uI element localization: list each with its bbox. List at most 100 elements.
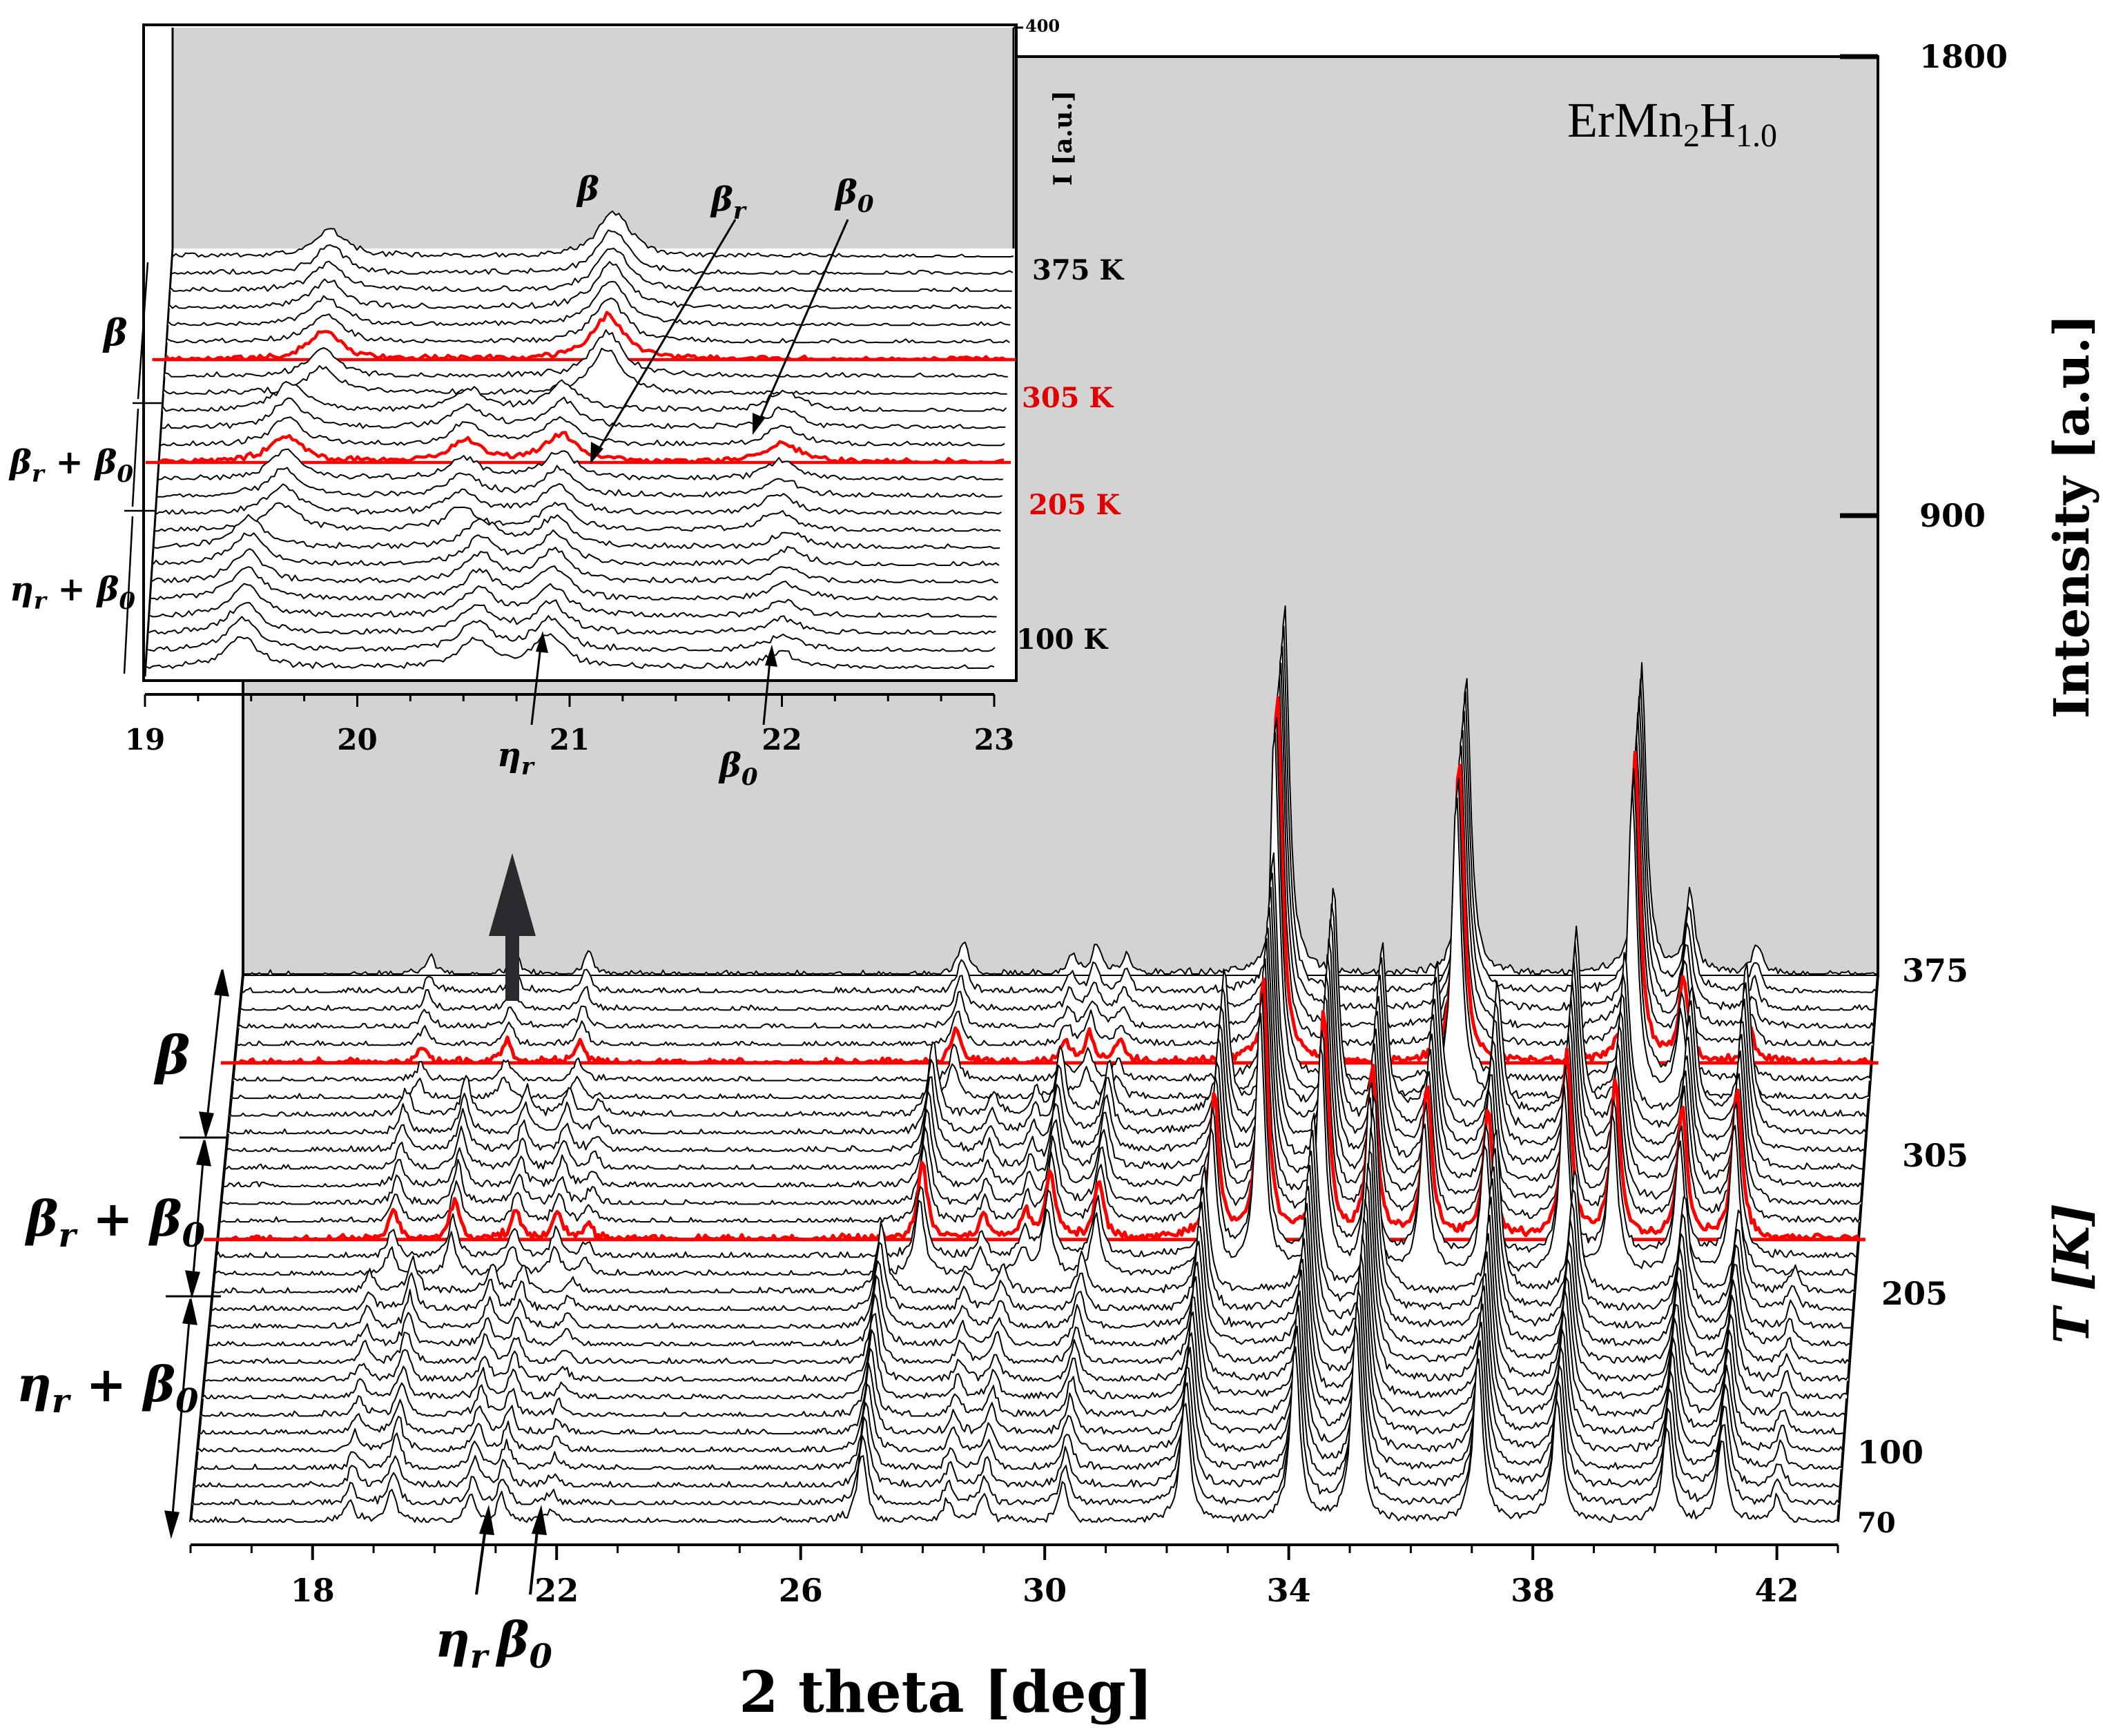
pattern-line <box>170 247 1012 292</box>
formula-sub-2: 1.0 <box>1736 117 1777 154</box>
x-tick-label: 18 <box>291 1572 335 1609</box>
pattern-fill <box>164 348 1007 394</box>
pattern-fill <box>169 262 1011 309</box>
pattern-line <box>147 615 996 652</box>
pattern-line <box>233 717 1871 1082</box>
pattern-line <box>163 347 1007 395</box>
inset-annotations <box>530 219 849 725</box>
inset-x-tick-label: 23 <box>974 723 1014 757</box>
pattern-line <box>229 852 1868 1117</box>
inset-ann-arrow-eta-r <box>530 640 543 725</box>
pattern-line <box>148 599 996 635</box>
phase-regions-main <box>164 969 229 1539</box>
phase-arrowhead-beta-r-bottom <box>185 1270 200 1299</box>
pattern-line <box>157 465 1002 498</box>
inset-x-tick-label: 20 <box>337 723 377 757</box>
marker-label-eta-r: ηr <box>435 1611 490 1676</box>
pattern-fill <box>146 634 994 668</box>
main-left-edge <box>189 974 244 1523</box>
phase-arrowhead-beta-bottom <box>199 1111 214 1140</box>
intensity-tick-label-900: 900 <box>1919 497 1986 534</box>
pattern-line <box>162 379 1007 412</box>
phase-label-eta-r-beta-0: ηr + β0 <box>17 1356 199 1421</box>
inset-plot: 19 20 21 22 23 400 I [a.u.] 375 K 305 K 205 … <box>8 16 1124 791</box>
phase-label-beta-r-beta-0: βr + β0 <box>24 1190 205 1255</box>
inset-x-ticks: 19 20 21 22 23 <box>125 694 1014 757</box>
inset-phase-arrows <box>123 262 163 674</box>
inset-phase-beta: β <box>102 312 128 354</box>
inset-phase-beta-r-beta-0: βr + β0 <box>8 443 133 488</box>
pattern-line <box>166 298 1010 344</box>
t-label-375: 375 <box>1902 952 1968 989</box>
pattern-fill <box>157 465 1002 497</box>
pattern-line <box>151 547 998 583</box>
pattern-line <box>212 1095 1855 1294</box>
main-right-edge <box>1837 974 1879 1523</box>
pattern-fill <box>153 530 999 565</box>
pattern-line <box>146 633 995 669</box>
pattern-line <box>158 448 1003 480</box>
pattern-fill <box>166 312 1009 360</box>
pattern-line <box>168 281 1011 326</box>
x-tick-label: 22 <box>534 1572 579 1609</box>
phase-arrow-beta <box>204 979 224 1133</box>
pattern-fill <box>149 583 997 617</box>
inset-ann-head-beta-0-bottom <box>765 645 777 667</box>
t-axis-title: T [K] <box>2043 1203 2100 1344</box>
x-tick-label: 34 <box>1267 1572 1311 1609</box>
x-tick-label: 38 <box>1511 1572 1555 1609</box>
pattern-line <box>225 886 1865 1152</box>
pattern-fill <box>159 432 1004 462</box>
x-tick-label: 42 <box>1755 1572 1799 1609</box>
pattern-fill <box>162 397 1006 429</box>
pattern-fill <box>164 330 1008 377</box>
pattern-fill <box>192 1303 1839 1505</box>
intensity-tick-label-1800: 1800 <box>1919 38 2008 75</box>
pattern-line <box>149 583 997 618</box>
zoom-up-arrow-shaft <box>505 925 519 1001</box>
pattern-line <box>168 261 1011 309</box>
marker-label-beta-0: β0 <box>495 1611 552 1676</box>
pattern-line <box>153 514 1000 549</box>
zoom-up-arrow-head <box>489 853 536 936</box>
x-axis-title: 2 theta [deg] <box>739 1659 1152 1726</box>
pattern-line <box>200 1218 1846 1417</box>
highlighted-pattern-line <box>233 696 1873 1065</box>
inset-ann-beta-0-top: β0 <box>834 173 874 218</box>
marker-arrowhead-eta-r <box>479 1505 494 1535</box>
pattern-line <box>204 1182 1849 1382</box>
main-curves <box>190 605 1879 1523</box>
inset-ann-arrow-beta-0-bottom <box>762 654 772 725</box>
inset-x-tick-label: 22 <box>762 723 802 757</box>
pattern-line <box>207 1150 1852 1347</box>
peak-markers-main: ηr β0 <box>435 1505 552 1676</box>
inset-ann-head-eta-r <box>536 631 548 653</box>
inset-y-tick: 400 <box>1025 16 1060 36</box>
formula-mid: H <box>1700 92 1736 148</box>
inset-ann-head-beta-0-top <box>753 413 765 435</box>
inset-y-title: I [a.u.] <box>1049 90 1078 186</box>
pattern-fill <box>148 600 996 634</box>
pattern-line <box>164 329 1008 378</box>
t-label-70: 70 <box>1857 1507 1896 1539</box>
pattern-fill <box>195 1267 1842 1470</box>
inset-ann-arrow-beta-r <box>594 219 737 456</box>
pattern-fill <box>160 416 1005 446</box>
pattern-line <box>197 1254 1844 1452</box>
pattern-fill <box>231 732 1869 1099</box>
pattern-line <box>205 1163 1850 1364</box>
inset-ann-beta: β <box>576 170 599 208</box>
x-tick-label: 26 <box>779 1572 823 1609</box>
pattern-fill <box>171 230 1013 274</box>
phase-arrowhead-beta-top <box>214 969 229 997</box>
sample-formula: ErMn2H1.0 <box>1567 92 1777 154</box>
inset-curves <box>146 210 1016 669</box>
inset-ann-head-beta-r <box>590 442 603 464</box>
inset-x-tick-label: 19 <box>125 723 165 757</box>
formula-base: ErMn <box>1567 92 1683 148</box>
pattern-line <box>193 1289 1841 1488</box>
inset-t-label-100: 100 K <box>1016 623 1108 656</box>
pattern-line <box>155 501 1001 532</box>
inset-x-tick-label: 21 <box>550 723 590 757</box>
